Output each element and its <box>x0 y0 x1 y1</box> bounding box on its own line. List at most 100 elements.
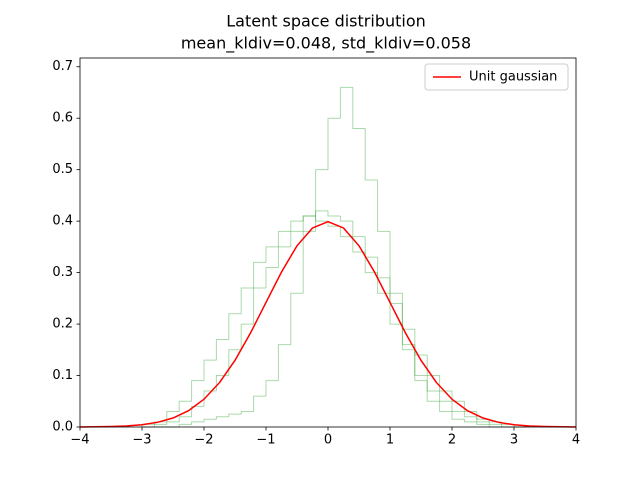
histogram-bin <box>302 215 316 222</box>
x-tick-label: 0 <box>324 433 332 448</box>
x-tick-label: 1 <box>386 433 394 448</box>
histogram-bin <box>463 401 477 413</box>
y-tick-label: 0.1 <box>52 368 73 383</box>
histogram-bin <box>463 411 477 418</box>
y-tick-label: 0.4 <box>52 214 73 229</box>
histogram-bin <box>488 421 502 425</box>
histogram-bin <box>439 375 452 392</box>
histogram-bin <box>228 313 242 340</box>
chart-title: Latent space distribution <box>226 12 426 31</box>
histogram-bin <box>327 117 341 170</box>
histogram-bin <box>476 416 490 423</box>
histogram-bin <box>166 411 180 422</box>
histogram-bin <box>463 419 477 423</box>
x-tick-label: −2 <box>194 433 213 448</box>
histogram-bin <box>215 339 229 361</box>
histogram-bin <box>253 395 266 412</box>
histogram-bin <box>253 287 266 325</box>
histogram-bin <box>364 128 378 181</box>
histogram-bin <box>451 401 465 413</box>
histogram-bin <box>426 354 440 377</box>
histogram-bin <box>315 210 328 216</box>
x-tick-label: 2 <box>448 433 456 448</box>
histogram-bin <box>265 246 279 263</box>
histogram-bin <box>178 400 192 412</box>
legend-box <box>424 63 569 91</box>
histogram-bin <box>364 236 378 258</box>
y-tick-label: 0.5 <box>52 162 73 177</box>
histogram-bin <box>476 421 490 425</box>
histogram-bin <box>451 411 465 420</box>
histogram-bin <box>191 380 204 402</box>
histogram-bin <box>401 293 415 346</box>
y-tick-label: 0.3 <box>52 265 73 280</box>
histogram-bin <box>414 349 428 377</box>
y-tick-label: 0.0 <box>52 420 73 435</box>
chart-subtitle: mean_kldiv=0.048, std_kldiv=0.058 <box>181 34 471 54</box>
histogram-bin <box>302 230 316 294</box>
x-tick-label: −3 <box>132 433 151 448</box>
histogram-bin <box>290 292 304 345</box>
histogram-bin <box>377 179 390 232</box>
histogram-bin <box>290 220 304 232</box>
histogram-bin <box>414 344 428 382</box>
histogram-bin <box>265 266 279 289</box>
y-tick-label: 0.2 <box>52 317 73 332</box>
histogram-bin <box>352 236 366 253</box>
histogram-bin <box>315 215 328 222</box>
histogram-bin <box>302 215 316 232</box>
histogram-bin <box>339 215 353 222</box>
histogram-bin <box>228 349 242 376</box>
histogram-bin <box>439 401 452 413</box>
histogram-bin <box>327 210 341 217</box>
histogram-bin <box>339 226 353 238</box>
histogram-bin <box>426 380 440 402</box>
histogram-bin <box>240 411 254 415</box>
legend-label: Unit gaussian <box>469 70 557 85</box>
histogram-bin <box>401 303 415 330</box>
histogram-bin <box>153 423 167 427</box>
x-tick-label: −4 <box>70 433 89 448</box>
histogram-bin <box>315 169 328 232</box>
gaussian-line <box>79 220 577 428</box>
histogram-bin <box>377 257 390 279</box>
histogram-bin <box>215 416 229 420</box>
x-tick-label: 3 <box>510 433 518 448</box>
histogram-bin <box>228 413 242 417</box>
axes-frame <box>79 57 577 428</box>
x-tick-label: −1 <box>256 433 275 448</box>
histogram-bin <box>265 380 279 397</box>
histogram-bin <box>414 329 428 356</box>
histogram-bin <box>240 287 254 314</box>
histogram-bin <box>401 324 415 351</box>
histogram-bin <box>389 231 403 294</box>
histogram-bin <box>439 390 452 402</box>
x-tick-label: 4 <box>572 433 580 448</box>
histogram-bin <box>352 87 366 130</box>
histogram-bin <box>451 390 465 402</box>
histogram-bin <box>352 221 366 238</box>
histogram-bin <box>191 405 204 417</box>
histogram-bin <box>166 421 180 425</box>
histogram-bin <box>191 421 204 425</box>
histogram-bin <box>153 421 167 425</box>
histogram-bin <box>290 230 304 247</box>
y-tick-label: 0.7 <box>52 59 73 74</box>
histogram-bin <box>277 230 291 247</box>
histogram-bin <box>277 344 291 381</box>
histogram-bin <box>426 375 440 392</box>
histogram-bin <box>327 221 341 227</box>
histogram-bin <box>253 261 266 289</box>
histogram-bin <box>178 423 192 427</box>
histogram-bin <box>364 252 378 274</box>
histogram-bin <box>203 418 217 422</box>
histogram-bin <box>178 416 192 422</box>
histogram-bin <box>389 293 403 325</box>
histogram-bin <box>240 323 254 350</box>
histogram-bin <box>203 359 217 381</box>
histogram-bin <box>389 277 403 304</box>
histogram-bin <box>277 246 291 268</box>
y-tick-label: 0.6 <box>52 111 73 126</box>
histogram-bin <box>339 86 353 119</box>
